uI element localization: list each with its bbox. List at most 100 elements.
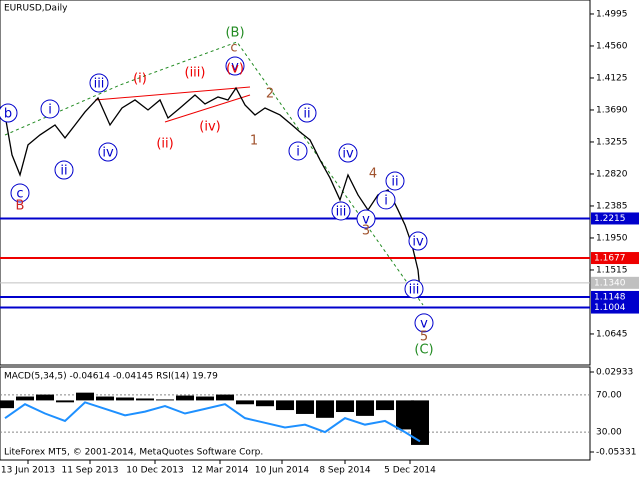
trend-line	[164, 94, 251, 123]
macd-bar	[296, 400, 314, 414]
macd-bar	[76, 392, 94, 401]
level-label-box	[591, 276, 639, 289]
indicator-label: MACD(5,34,5) -0.04614 -0.04145 RSI(14) 1…	[4, 372, 218, 382]
wave-circle	[414, 313, 434, 333]
wave-label: i	[296, 144, 300, 159]
wave-label: ii	[391, 174, 398, 189]
chart-title: EURUSD,Daily	[4, 4, 68, 14]
x-tick-label: 8 Sep 2014	[319, 466, 371, 476]
wave-label: c	[230, 41, 237, 56]
wave-circle	[0, 103, 18, 123]
macd-bar	[116, 397, 134, 401]
wave-label: (B)	[225, 25, 244, 40]
y-tick-label: 1.0645	[596, 329, 628, 339]
wave-label: B	[16, 198, 25, 213]
wave-circle	[54, 160, 74, 180]
macd-bar	[176, 395, 194, 401]
wave-label: v	[231, 59, 239, 74]
macd-bar	[316, 400, 334, 418]
wave-label: i	[384, 193, 388, 208]
macd-bar	[136, 398, 154, 401]
level-label-box	[591, 212, 639, 225]
trend-line	[4, 41, 424, 306]
wave-label: iv	[102, 145, 114, 160]
macd-bar	[256, 400, 274, 407]
level-label-box	[591, 290, 639, 303]
wave-label: v	[420, 316, 428, 331]
y-tick-label: 1.2385	[596, 201, 628, 211]
wave-label: 2	[266, 86, 274, 101]
x-tick-label: 13 Jun 2013	[1, 466, 55, 476]
level-label: 1.1677	[594, 254, 626, 264]
x-tick-label: 10 Dec 2013	[126, 466, 184, 476]
y-tick-label: 1.2820	[596, 169, 628, 179]
wave-label: ii	[303, 106, 310, 121]
wave-circle	[385, 171, 405, 191]
wave-label: (v)	[226, 61, 244, 76]
x-tick-label: 12 Mar 2014	[191, 466, 248, 476]
wave-label: ii	[60, 163, 67, 178]
wave-label: iv	[342, 147, 354, 162]
macd-bar	[216, 394, 234, 401]
wave-circle	[98, 142, 118, 162]
x-tick-label: 11 Sep 2013	[61, 466, 118, 476]
wave-circle	[297, 103, 317, 123]
wave-circle	[356, 209, 376, 229]
level-label: 1.1148	[594, 292, 626, 302]
level-label: 1.2215	[594, 214, 626, 224]
wave-circle	[288, 141, 308, 161]
macd-bar	[0, 400, 14, 409]
level-label-box	[591, 252, 639, 265]
wave-label: 1	[250, 133, 258, 148]
y2-tick-label: 30.00	[596, 428, 622, 438]
macd-bar	[411, 400, 429, 445]
wave-label: iv	[412, 234, 424, 249]
wave-label: c	[16, 186, 23, 201]
wave-circle	[40, 99, 60, 119]
y-tick-label: 1.1515	[596, 265, 628, 275]
macd-bar	[376, 400, 394, 411]
wave-circle	[404, 279, 424, 299]
wave-label: 3	[362, 223, 370, 238]
wave-label: iii	[94, 76, 105, 91]
y-tick-label: 1.4125	[596, 73, 628, 83]
wave-label: 5	[420, 329, 428, 344]
y-tick-label: 1.1950	[596, 233, 628, 243]
wave-label: i	[48, 102, 52, 117]
y2-tick-label: 70.00	[596, 390, 622, 400]
wave-label: iii	[336, 204, 347, 219]
wave-circle	[408, 231, 428, 251]
y-tick-label: 1.3255	[596, 137, 628, 147]
macd-bar	[156, 399, 174, 401]
wave-circle	[10, 183, 30, 203]
macd-bar	[16, 396, 34, 401]
wave-circle	[376, 190, 396, 210]
macd-bar	[356, 400, 374, 416]
wave-label: (ii)	[156, 136, 173, 151]
wave-label: (i)	[133, 71, 147, 86]
wave-circle	[225, 56, 245, 76]
y-tick-label: 1.3690	[596, 105, 628, 115]
macd-bar	[396, 400, 414, 430]
macd-bar	[196, 396, 214, 401]
y-tick-label: -0.05331	[596, 448, 636, 458]
macd-bar	[96, 396, 114, 401]
y-tick-label: 1.4995	[596, 9, 628, 19]
wave-circle	[331, 201, 351, 221]
price-line	[4, 86, 421, 290]
wave-label: b	[4, 106, 12, 121]
rsi-line	[4, 401, 421, 443]
level-label: 1.1004	[594, 303, 626, 313]
trend-line	[94, 86, 251, 101]
level-label-box	[591, 301, 639, 314]
x-tick-label: 10 Jun 2014	[255, 466, 309, 476]
y-tick-label: 1.4560	[596, 41, 628, 51]
wave-label: (iii)	[185, 65, 206, 80]
macd-bar	[276, 400, 294, 411]
wave-label: (C)	[414, 342, 433, 357]
wave-circle	[89, 73, 109, 93]
wave-circle	[338, 143, 358, 163]
x-tick-label: 5 Dec 2014	[384, 466, 436, 476]
level-label: 1.1340	[594, 278, 626, 288]
